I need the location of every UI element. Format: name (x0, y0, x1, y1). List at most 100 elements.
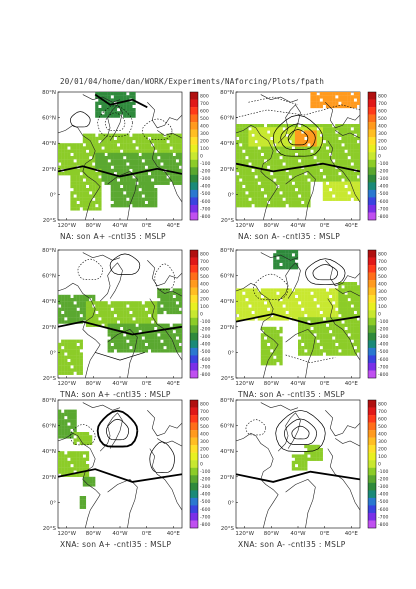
anomaly-cell (282, 143, 286, 147)
anomaly-cell (263, 191, 268, 195)
anomaly-cell (157, 159, 161, 163)
anomaly-cell (132, 301, 136, 305)
anomaly-cell (301, 464, 305, 468)
anomaly-cell (129, 326, 133, 331)
colorbar-label: -300 (200, 484, 211, 490)
anomaly-cell (304, 156, 308, 160)
colorbar-swatch (368, 512, 376, 521)
anomaly-cell (316, 294, 320, 299)
anomaly-cell (282, 149, 286, 153)
anomaly-cell (154, 204, 158, 208)
anomaly-cell (239, 184, 243, 189)
anomaly-cell (304, 146, 308, 150)
anomaly-cell (126, 140, 130, 144)
anomaly-cell (135, 349, 139, 353)
anomaly-cell (126, 104, 130, 109)
anomaly-cell (350, 159, 354, 163)
anomaly-cell (163, 165, 167, 169)
anomaly-cell (288, 294, 292, 299)
colorbar-label: 800 (200, 251, 209, 257)
coastline (107, 479, 138, 528)
anomaly-cell (64, 362, 68, 366)
anomaly-cell (313, 168, 317, 173)
anomaly-cell (110, 104, 114, 109)
anomaly-cell (92, 314, 96, 318)
anomaly-cell (319, 152, 323, 157)
anomaly-cell (263, 175, 268, 179)
anomaly-cell (73, 467, 77, 471)
lon-tick-label: 40°E (167, 531, 181, 537)
anomaly-cell (239, 317, 243, 321)
anomaly-cell (104, 149, 108, 153)
anomaly-cell (350, 165, 354, 169)
anomaly-cell (285, 317, 289, 321)
anomaly-cell (288, 152, 292, 157)
anomaly-cell (61, 317, 65, 321)
anomaly-cell (329, 323, 333, 327)
anomaly-cell (123, 204, 127, 208)
anomaly-cell (151, 136, 155, 141)
anomaly-cell (347, 146, 351, 150)
anomaly-cell (304, 194, 308, 198)
anomaly-cell (307, 346, 311, 350)
anomaly-cell (132, 200, 136, 205)
anomaly-cell (329, 197, 333, 201)
anomaly-cell (335, 304, 339, 308)
anomaly-cell (154, 301, 158, 305)
colorbar-label: 700 (200, 259, 209, 265)
colorbar-swatch (190, 122, 198, 130)
anomaly-cell (151, 333, 155, 337)
anomaly-cell (58, 358, 62, 363)
anomaly-cell (356, 191, 360, 195)
anomaly-cell (166, 181, 170, 185)
anomaly-cell (107, 111, 111, 115)
colorbar-label: -300 (200, 334, 211, 340)
anomaly-cell (356, 178, 360, 182)
anomaly-cell (98, 188, 102, 192)
anomaly-cell (260, 342, 265, 347)
anomaly-cell (332, 184, 336, 189)
anomaly-cell (123, 184, 127, 189)
anomaly-cell (298, 464, 302, 468)
anomaly-cell (288, 136, 292, 141)
anomaly-cell (239, 204, 243, 208)
anomaly-cell (79, 191, 83, 195)
anomaly-cell (116, 204, 121, 208)
anomaly-cell (151, 342, 155, 347)
anomaly-cell (288, 172, 292, 176)
anomaly-cell (276, 339, 280, 343)
anomaly-cell (79, 460, 83, 465)
anomaly-cell (270, 204, 274, 208)
anomaly-cell (276, 159, 280, 163)
anomaly-cell (282, 133, 286, 137)
negative-contour (104, 112, 126, 131)
anomaly-cell (350, 320, 354, 324)
anomaly-cell (82, 464, 87, 468)
anomaly-cell (175, 165, 180, 169)
anomaly-cell (67, 464, 71, 468)
anomaly-cell (267, 197, 271, 201)
colorbar-label: 300 (378, 439, 387, 445)
anomaly-cell (163, 140, 167, 144)
anomaly-cell (248, 291, 252, 295)
colorbar-label: 800 (378, 401, 387, 407)
colorbar-swatch (368, 362, 376, 371)
anomaly-cell (107, 95, 111, 99)
colorbar-swatch (190, 520, 198, 529)
negative-contour (245, 419, 267, 436)
anomaly-cell (120, 156, 124, 160)
map-layer (58, 252, 182, 378)
anomaly-cell (279, 175, 283, 179)
anomaly-cell (144, 333, 149, 337)
anomaly-cell (310, 307, 314, 311)
anomaly-cell (248, 168, 252, 173)
anomaly-cell (239, 181, 243, 185)
anomaly-cell (347, 291, 351, 295)
anomaly-cell (95, 188, 99, 192)
anomaly-cell (116, 172, 121, 176)
lat-tick-label: 60°N (220, 424, 234, 430)
anomaly-cell (304, 204, 308, 208)
anomaly-cell (58, 416, 62, 420)
anomaly-cell (248, 136, 252, 141)
anomaly-cell (98, 307, 102, 311)
